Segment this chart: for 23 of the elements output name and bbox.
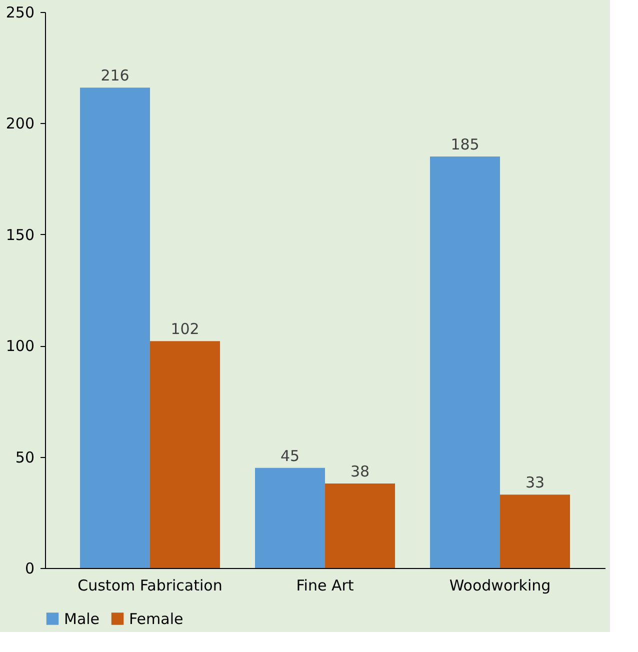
bar	[255, 468, 325, 568]
x-tick-label: Custom Fabrication	[78, 576, 222, 594]
bar	[500, 494, 570, 568]
bar	[325, 483, 395, 568]
bar	[80, 88, 150, 568]
y-tick-label: 100	[6, 337, 34, 356]
y-tick-label: 250	[6, 4, 34, 22]
data-label: 102	[170, 320, 200, 338]
y-tick-label: 50	[15, 448, 34, 466]
data-label: 33	[525, 474, 545, 492]
x-tick-label: Fine Art	[296, 576, 354, 594]
bar	[150, 341, 220, 568]
x-tick-label: Woodworking	[449, 576, 551, 594]
data-label: 45	[280, 446, 300, 465]
y-tick-label: 150	[6, 226, 34, 244]
legend-label: Male	[64, 610, 100, 628]
y-tick-label: 0	[24, 560, 34, 578]
legend-label: Female	[129, 610, 184, 628]
data-label: 38	[350, 462, 370, 480]
data-label: 216	[100, 66, 130, 85]
y-tick-label: 200	[6, 114, 34, 133]
bar	[430, 156, 500, 568]
data-label: 185	[450, 136, 480, 154]
